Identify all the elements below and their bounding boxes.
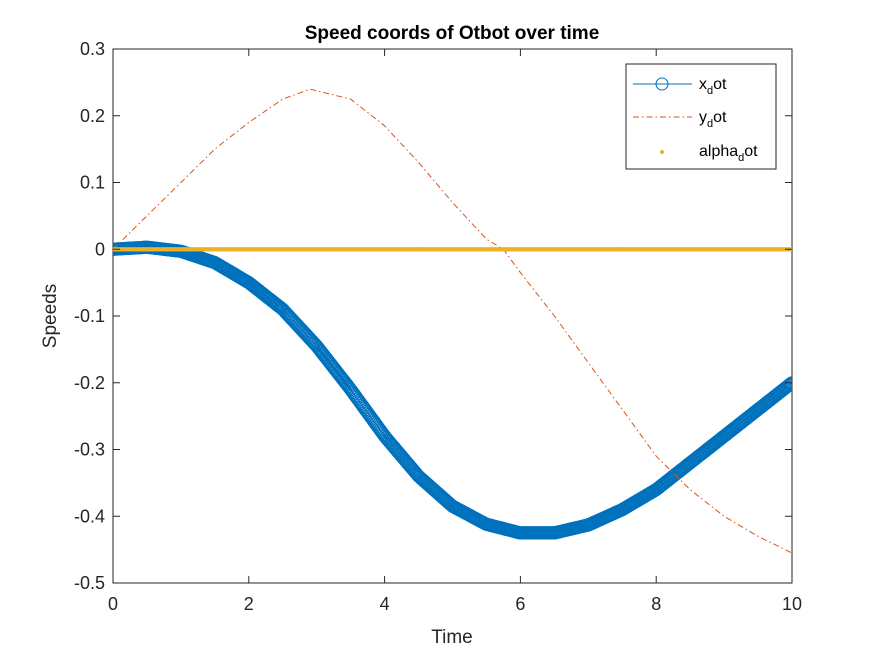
xdot-marker — [783, 377, 792, 392]
x-tick-label: 2 — [244, 594, 254, 614]
x-tick-label: 8 — [651, 594, 661, 614]
series-layer — [113, 88, 792, 554]
xdot-marker — [780, 379, 792, 393]
y-tick-label: 0.2 — [80, 106, 105, 126]
legend-label-alphadot: alphadot — [699, 143, 758, 164]
y-tick-label: -0.4 — [74, 506, 105, 526]
y-tick-label: -0.5 — [74, 573, 105, 593]
series-ydot — [113, 88, 792, 554]
x-tick-label: 10 — [782, 594, 802, 614]
x-tick-label: 6 — [515, 594, 525, 614]
y-axis-label: Speeds — [40, 284, 61, 348]
legend-label-xdot: xdot — [699, 76, 727, 97]
y-tick-label: 0.1 — [80, 173, 105, 193]
legend-marker-xdot — [655, 77, 669, 91]
series-alphadot — [113, 247, 792, 252]
x-tick-label: 4 — [380, 594, 390, 614]
legend: xdot ydot alphadot — [625, 63, 777, 170]
legend-marker-alphadot — [660, 150, 664, 154]
series-xdot — [113, 240, 792, 540]
xdot-marker — [782, 378, 792, 392]
y-tick-label: 0 — [95, 239, 105, 259]
xdot-marker — [784, 377, 792, 391]
chart-title: Speed coords of Otbot over time — [305, 23, 600, 44]
y-tick-label: -0.3 — [74, 440, 105, 460]
x-tick-label: 0 — [108, 594, 118, 614]
y-tick-label: 0.3 — [80, 39, 105, 59]
y-tick-label: -0.1 — [74, 306, 105, 326]
xdot-line — [113, 246, 792, 534]
legend-label-ydot: ydot — [699, 109, 727, 130]
y-axis-ticks: 0.3 0.2 0.1 0 -0.1 -0.2 -0.3 -0.4 -0.5 — [74, 39, 792, 593]
x-axis-label: Time — [431, 627, 473, 648]
x-axis-ticks: 0 2 4 6 8 10 — [108, 49, 802, 614]
y-tick-label: -0.2 — [74, 373, 105, 393]
